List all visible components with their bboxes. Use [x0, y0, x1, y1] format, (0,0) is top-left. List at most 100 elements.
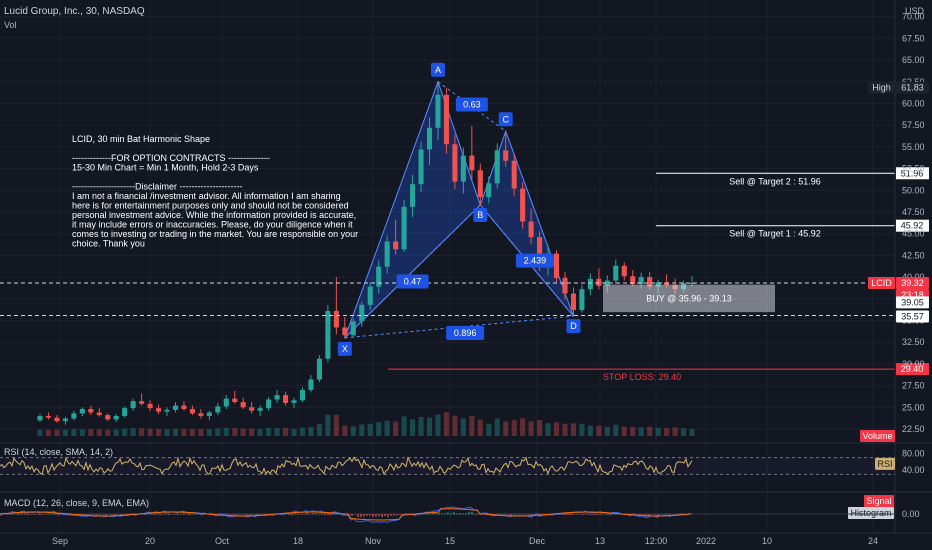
macd-histogram-bar [162, 513, 164, 515]
macd-histogram-bar [12, 512, 14, 515]
level-axis-tag-bg [896, 167, 929, 180]
macd-histogram-bar [192, 513, 194, 515]
candle-body [45, 415, 52, 418]
macd-histogram-bar [444, 513, 446, 515]
volume-bar [189, 429, 195, 436]
macd-histogram-bar [354, 513, 356, 515]
point-d-bg [566, 319, 581, 334]
volume-bar [308, 426, 314, 436]
volume-bar [579, 423, 585, 436]
point-x-text: X [342, 344, 348, 354]
point-a-text: A [435, 65, 441, 75]
price-tick-label: 32.50 [902, 337, 925, 347]
volume-bar [393, 421, 399, 436]
volume-bar [655, 427, 661, 436]
candle [37, 414, 43, 423]
note-line: ---------------------Disclaimer --------… [72, 182, 242, 192]
candle-body [376, 266, 382, 287]
candle-body [316, 358, 322, 380]
volume-bar [435, 414, 441, 436]
macd-histogram-bar [198, 513, 200, 515]
level-axis-tag: 51.96 [896, 167, 929, 180]
point-d-text: D [570, 321, 577, 331]
volume-bar [545, 423, 551, 436]
macd-histogram-bar [246, 514, 248, 516]
candle-body [469, 155, 475, 171]
volume-bar [664, 428, 670, 436]
note-line: 15-30 Min Chart = Min 1 Month, Hold 2-3 … [72, 163, 259, 173]
candle [283, 391, 289, 406]
macd-histogram-bar [507, 514, 509, 515]
volume-bar [156, 429, 162, 436]
macd-histogram-bar [570, 514, 572, 515]
candle [172, 402, 179, 413]
macd-label: MACD (12, 26, close, 9, EMA, EMA) [4, 498, 149, 508]
candle [621, 262, 627, 281]
macd-histogram-bar [96, 514, 98, 515]
time-tick-label: 18 [293, 536, 303, 546]
candle-body [122, 408, 128, 416]
ratio-bd-text: 2.439 [524, 256, 547, 266]
volume-bar [596, 425, 602, 436]
candle [333, 277, 339, 335]
volume-bar [460, 418, 466, 436]
candle [45, 412, 52, 420]
price-tick-label: 55.00 [902, 142, 925, 152]
point-a: A [430, 62, 445, 77]
price-tick-label: 52.50 [902, 164, 925, 174]
candle [88, 405, 94, 416]
buy-zone-box [603, 284, 775, 313]
candle-body [88, 409, 94, 413]
rsi-tick: 40.00 [902, 465, 925, 475]
candle-body [562, 277, 568, 294]
macd-histogram-bar [510, 514, 512, 516]
candle [62, 416, 68, 425]
macd-histogram-bar [309, 514, 311, 515]
volume-indicator-label: Vol [4, 20, 17, 30]
macd-histogram-bar [303, 514, 305, 515]
signal-tag: Signal [864, 495, 894, 507]
volume-bar [672, 427, 678, 436]
volume-bar [45, 429, 52, 436]
candle [96, 408, 102, 417]
volume-bar [418, 416, 424, 436]
level-b-tag-bg [896, 310, 929, 323]
candle [266, 396, 272, 411]
volume-bar [613, 424, 619, 436]
level-axis-tag: 29.40 [896, 363, 929, 376]
candle-body [511, 160, 517, 189]
macd-histogram-bar [225, 513, 227, 515]
candle [257, 405, 263, 416]
macd-histogram-bar [147, 513, 149, 515]
ratio-ac: 0.63 [455, 97, 488, 112]
macd-histogram-bar [516, 513, 518, 515]
macd-histogram-bar [528, 514, 530, 515]
candle-body [215, 406, 221, 413]
candle [232, 390, 238, 404]
macd-histogram-bar [123, 514, 125, 515]
macd-histogram-bar [351, 514, 353, 517]
volume-bar [223, 427, 229, 436]
rsi-tag: RSI [875, 457, 895, 470]
macd-histogram-bar [480, 514, 482, 515]
candle-body [206, 412, 212, 416]
macd-histogram-bar [48, 513, 50, 515]
candle [486, 176, 492, 204]
level-axis-tag-text: 45.92 [901, 221, 924, 231]
candle-body [537, 237, 543, 265]
macd-histogram-bar [612, 513, 614, 515]
volume-bar [266, 427, 272, 436]
macd-histogram-bar [108, 513, 110, 515]
candle-body [79, 409, 85, 414]
candle [613, 259, 619, 285]
volume-bar [647, 426, 653, 436]
macd-histogram-bar [258, 513, 260, 515]
volume-bar [299, 427, 306, 436]
candle [418, 141, 424, 193]
time-tick-label: 13 [595, 536, 605, 546]
macd-histogram-bar [600, 513, 602, 515]
candle-body [621, 265, 627, 277]
macd-histogram-bar [42, 514, 44, 515]
